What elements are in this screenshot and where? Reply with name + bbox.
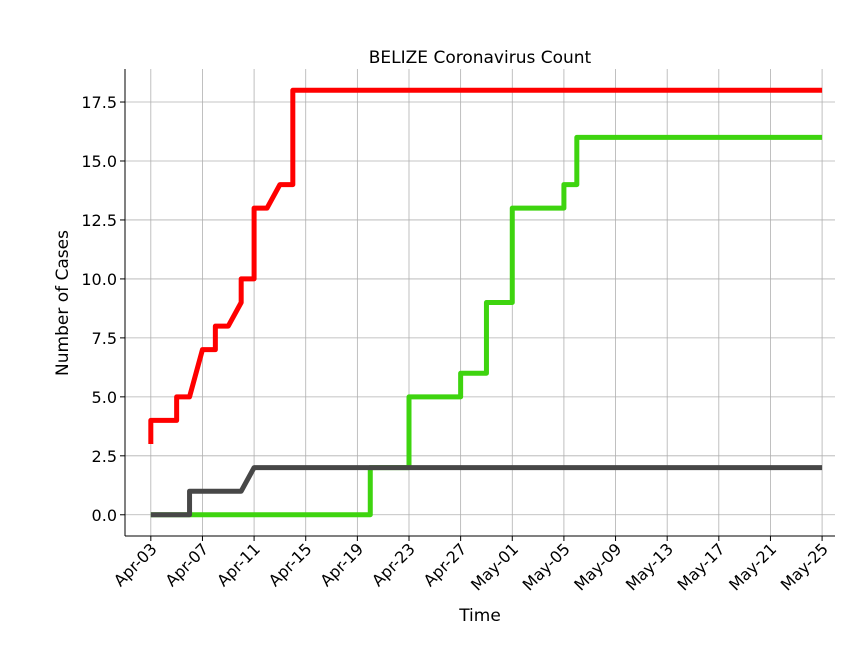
series-layer bbox=[148, 87, 823, 518]
y-tick-label: 10.0 bbox=[81, 270, 117, 289]
x-tick-label: May-21 bbox=[725, 539, 780, 594]
y-tick-label: 0.0 bbox=[92, 506, 117, 525]
y-tick-label: 5.0 bbox=[92, 388, 117, 407]
series-line-3 bbox=[150, 465, 823, 518]
x-tick-label: May-17 bbox=[674, 539, 729, 594]
x-tick-label: Apr-11 bbox=[213, 539, 264, 590]
x-tick-label: Apr-07 bbox=[162, 539, 213, 590]
x-tick-label: May-01 bbox=[467, 539, 522, 594]
x-tick-label: Apr-19 bbox=[316, 539, 367, 590]
x-tick-label: May-13 bbox=[622, 539, 677, 594]
series-line-1 bbox=[148, 87, 823, 445]
y-tick-label: 2.5 bbox=[92, 447, 117, 466]
x-tick-label: May-05 bbox=[519, 539, 574, 594]
series-line-2 bbox=[150, 134, 823, 518]
chart-title: BELIZE Coronavirus Count bbox=[369, 48, 592, 68]
y-axis-label: Number of Cases bbox=[53, 230, 73, 376]
x-tick-label: Apr-15 bbox=[265, 539, 316, 590]
y-tick-label: 7.5 bbox=[92, 329, 117, 348]
x-tick-label: Apr-27 bbox=[420, 539, 471, 590]
x-axis-label: Time bbox=[458, 606, 501, 626]
y-tick-label: 17.5 bbox=[81, 93, 117, 112]
x-tick-label: May-09 bbox=[570, 539, 625, 594]
y-tick-label: 15.0 bbox=[81, 152, 117, 171]
y-tick-label: 12.5 bbox=[81, 211, 117, 230]
x-tick-label: Apr-03 bbox=[110, 539, 161, 590]
grid-layer bbox=[125, 69, 835, 536]
x-tick-label: Apr-23 bbox=[368, 539, 419, 590]
x-tick-label: May-25 bbox=[777, 539, 832, 594]
